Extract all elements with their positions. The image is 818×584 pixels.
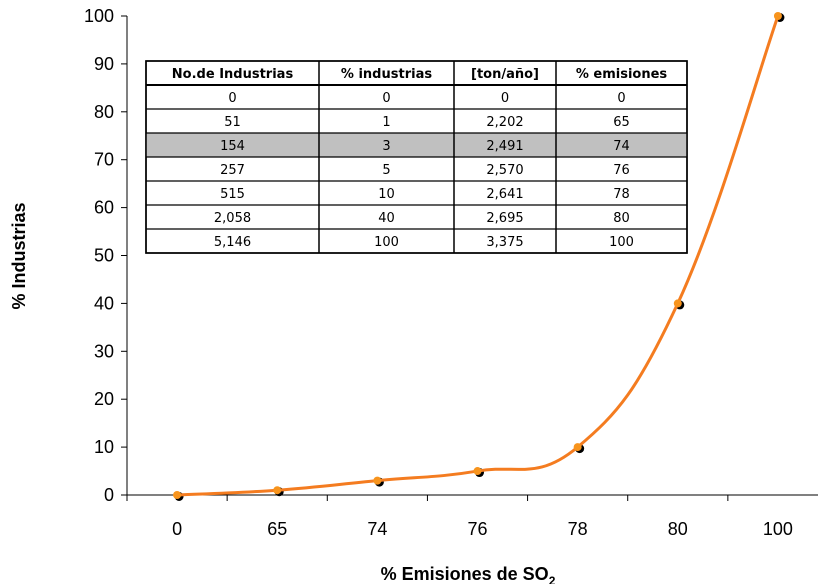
table-cell: 78 (613, 187, 630, 202)
y-tick-labels: 0 10 20 30 40 50 60 70 80 90 100 (84, 6, 114, 505)
table-cell: 40 (378, 211, 395, 226)
table-cell: 2,570 (486, 163, 523, 178)
table-cell: 2,058 (214, 211, 251, 226)
data-point (373, 476, 382, 485)
x-tick-label: 78 (568, 519, 588, 539)
data-point (673, 299, 682, 308)
table-cell: 154 (220, 139, 245, 154)
x-tick-label: 100 (763, 519, 793, 539)
x-tick-label: 80 (668, 519, 688, 539)
table-cell: 65 (613, 115, 630, 130)
axes (121, 15, 818, 501)
table-border (145, 60, 688, 254)
y-tick-label: 100 (84, 6, 114, 26)
y-tick-label: 70 (94, 150, 114, 170)
table-cell: 2,202 (486, 115, 523, 130)
table-cell: 2,641 (486, 187, 523, 202)
x-tick-label: 76 (467, 519, 487, 539)
x-tick-label: 74 (367, 519, 387, 539)
table-cell: 515 (220, 187, 245, 202)
y-tick-label: 20 (94, 389, 114, 409)
data-point (473, 467, 482, 476)
table-cell: 5,146 (214, 235, 251, 250)
table-cell: 0 (501, 91, 509, 106)
y-tick-label: 90 (94, 54, 114, 74)
y-axis-title: % Industrias (9, 202, 29, 309)
table-cell: 76 (613, 163, 630, 178)
y-tick-label: 0 (104, 485, 114, 505)
table-cell: 5 (382, 163, 390, 178)
table-highlight-row (146, 133, 687, 157)
x-tick-labels: 0 65 74 76 78 80 100 (172, 519, 793, 539)
data-point (273, 486, 282, 495)
table-cell: 80 (613, 211, 630, 226)
data-point (773, 12, 782, 20)
table-cell: 3,375 (486, 235, 523, 250)
x-tick-label: 65 (267, 519, 287, 539)
data-table: No.de Industrias % industrias [ton/año] % e… (145, 60, 688, 254)
data-point (173, 491, 182, 499)
table-cell: 2,695 (486, 211, 523, 226)
x-axis-title-main: % Emisiones de SO (381, 564, 549, 584)
table-header-cell: No.de Industrias (172, 67, 294, 82)
table-cell: 1 (382, 115, 390, 130)
table-cell: 2,491 (486, 139, 523, 154)
table-cell: 51 (224, 115, 241, 130)
series-line (175, 14, 780, 497)
table-cell: 0 (228, 91, 236, 106)
y-tick-label: 50 (94, 246, 114, 266)
y-tick-label: 10 (94, 437, 114, 457)
table-cell: 257 (220, 163, 245, 178)
y-tick-label: 80 (94, 102, 114, 122)
data-point (573, 443, 582, 452)
table-header-cell: % emisiones (576, 67, 668, 82)
table-cell: 0 (617, 91, 625, 106)
x-axis-title-subscript: 2 (549, 574, 556, 584)
table-cell: 10 (378, 187, 395, 202)
x-tick-label: 0 (172, 519, 182, 539)
table-cell: 74 (613, 139, 630, 154)
table-cell: 0 (382, 91, 390, 106)
series (173, 12, 785, 501)
table-cell: 100 (374, 235, 399, 250)
table-header-cell: [ton/año] (471, 67, 539, 82)
y-tick-label: 30 (94, 341, 114, 361)
table-cell: 3 (382, 139, 390, 154)
table-cell: 100 (609, 235, 634, 250)
y-tick-label: 60 (94, 198, 114, 218)
x-axis-title: % Emisiones de SO2 (381, 564, 556, 584)
y-tick-label: 40 (94, 293, 114, 313)
table-header-cell: % industrias (341, 67, 432, 82)
